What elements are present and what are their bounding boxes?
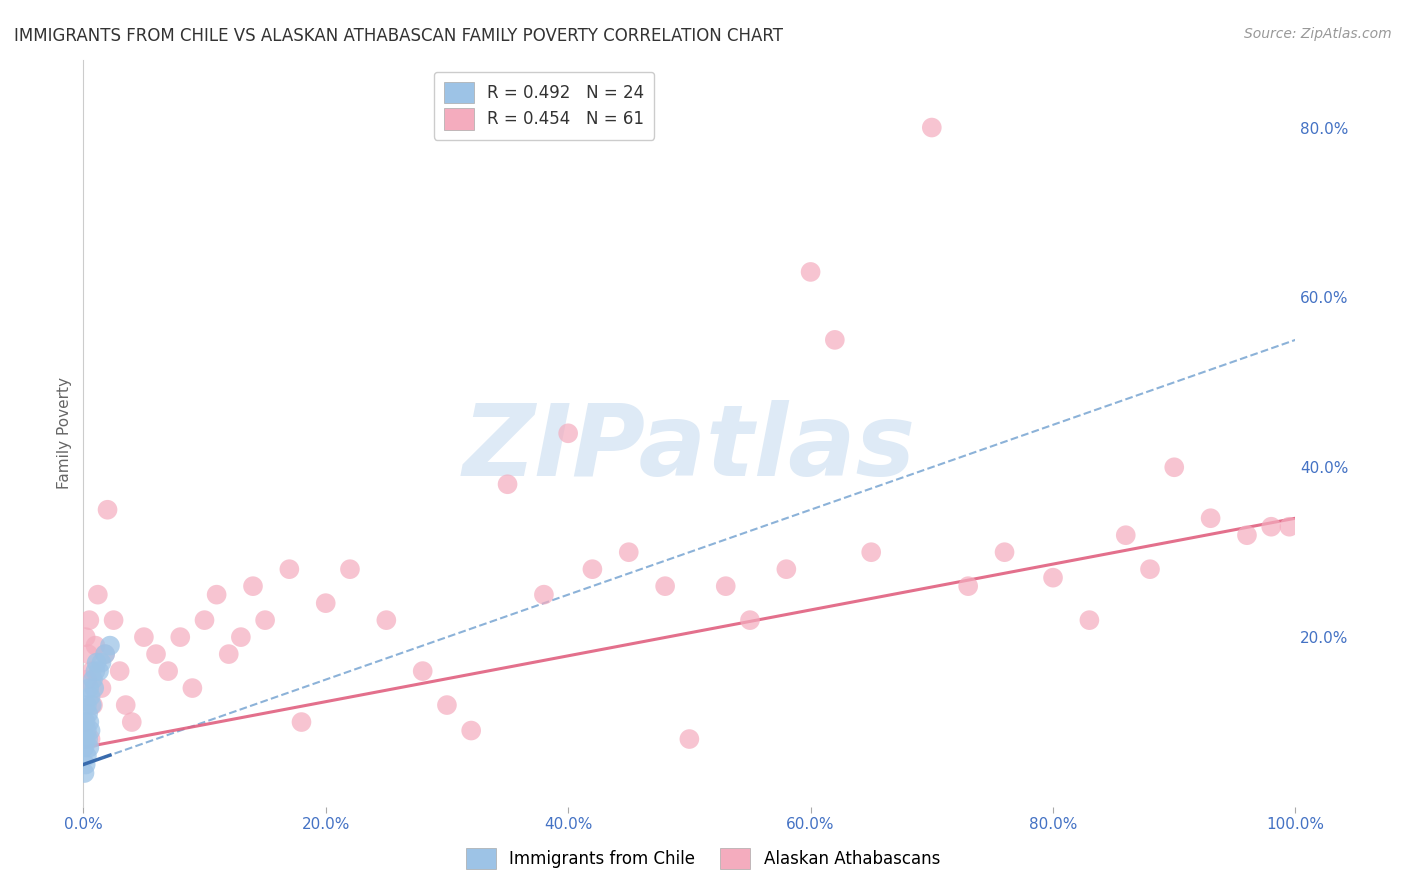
Point [79, 714, 101, 729]
Point [121, 714, 143, 729]
Point [290, 714, 312, 729]
Point [860, 545, 883, 559]
Point [82, 673, 104, 687]
Point [76, 723, 98, 738]
Point [76, 673, 98, 687]
Point [957, 579, 980, 593]
Point [436, 698, 458, 712]
Legend: Immigrants from Chile, Alaskan Athabascans: Immigrants from Chile, Alaskan Athabasca… [456, 838, 950, 880]
Point [90, 681, 112, 695]
Point [654, 579, 676, 593]
Point [496, 477, 519, 491]
Point [87, 588, 110, 602]
Point [557, 426, 579, 441]
Point [84, 639, 107, 653]
Point [339, 562, 361, 576]
Point [79, 613, 101, 627]
Point [75, 732, 97, 747]
Point [460, 723, 482, 738]
Point [242, 579, 264, 593]
Y-axis label: Family Poverty: Family Poverty [58, 377, 72, 490]
Point [921, 120, 943, 135]
Point [1260, 519, 1282, 533]
Point [75, 630, 97, 644]
Point [79, 740, 101, 755]
Point [617, 545, 640, 559]
Point [824, 333, 846, 347]
Point [80, 698, 103, 712]
Point [73, 714, 96, 729]
Point [1199, 511, 1222, 525]
Point [993, 545, 1015, 559]
Point [75, 714, 97, 729]
Point [73, 766, 96, 780]
Point [1139, 562, 1161, 576]
Point [278, 562, 301, 576]
Point [82, 698, 104, 712]
Point [83, 681, 105, 695]
Point [103, 613, 125, 627]
Point [132, 630, 155, 644]
Legend: R = 0.492   N = 24, R = 0.454   N = 61: R = 0.492 N = 24, R = 0.454 N = 61 [433, 71, 654, 139]
Point [76, 698, 98, 712]
Point [800, 265, 823, 279]
Point [1163, 460, 1185, 475]
Point [108, 664, 131, 678]
Point [77, 647, 100, 661]
Point [79, 681, 101, 695]
Point [79, 690, 101, 704]
Point [94, 647, 117, 661]
Point [98, 639, 121, 653]
Point [79, 723, 101, 738]
Point [75, 757, 97, 772]
Point [533, 588, 555, 602]
Point [714, 579, 737, 593]
Point [77, 732, 100, 747]
Point [315, 596, 337, 610]
Point [1115, 528, 1137, 542]
Text: ZIPatlas: ZIPatlas [463, 400, 915, 497]
Point [84, 664, 107, 678]
Point [86, 656, 108, 670]
Point [76, 749, 98, 764]
Point [254, 613, 277, 627]
Point [181, 681, 204, 695]
Point [1278, 519, 1301, 533]
Point [205, 588, 228, 602]
Point [1236, 528, 1258, 542]
Point [80, 664, 103, 678]
Text: Source: ZipAtlas.com: Source: ZipAtlas.com [1244, 27, 1392, 41]
Point [218, 647, 240, 661]
Point [77, 706, 100, 721]
Point [678, 732, 700, 747]
Point [79, 732, 101, 747]
Point [412, 664, 434, 678]
Point [157, 664, 180, 678]
Point [145, 647, 167, 661]
Point [169, 630, 191, 644]
Point [73, 740, 96, 755]
Point [94, 647, 117, 661]
Point [193, 613, 215, 627]
Point [1078, 613, 1101, 627]
Point [96, 502, 118, 516]
Text: IMMIGRANTS FROM CHILE VS ALASKAN ATHABASCAN FAMILY POVERTY CORRELATION CHART: IMMIGRANTS FROM CHILE VS ALASKAN ATHABAS… [14, 27, 783, 45]
Point [229, 630, 252, 644]
Point [114, 698, 136, 712]
Point [90, 656, 112, 670]
Point [375, 613, 398, 627]
Point [738, 613, 761, 627]
Point [87, 664, 110, 678]
Point [775, 562, 797, 576]
Point [581, 562, 603, 576]
Point [1042, 571, 1064, 585]
